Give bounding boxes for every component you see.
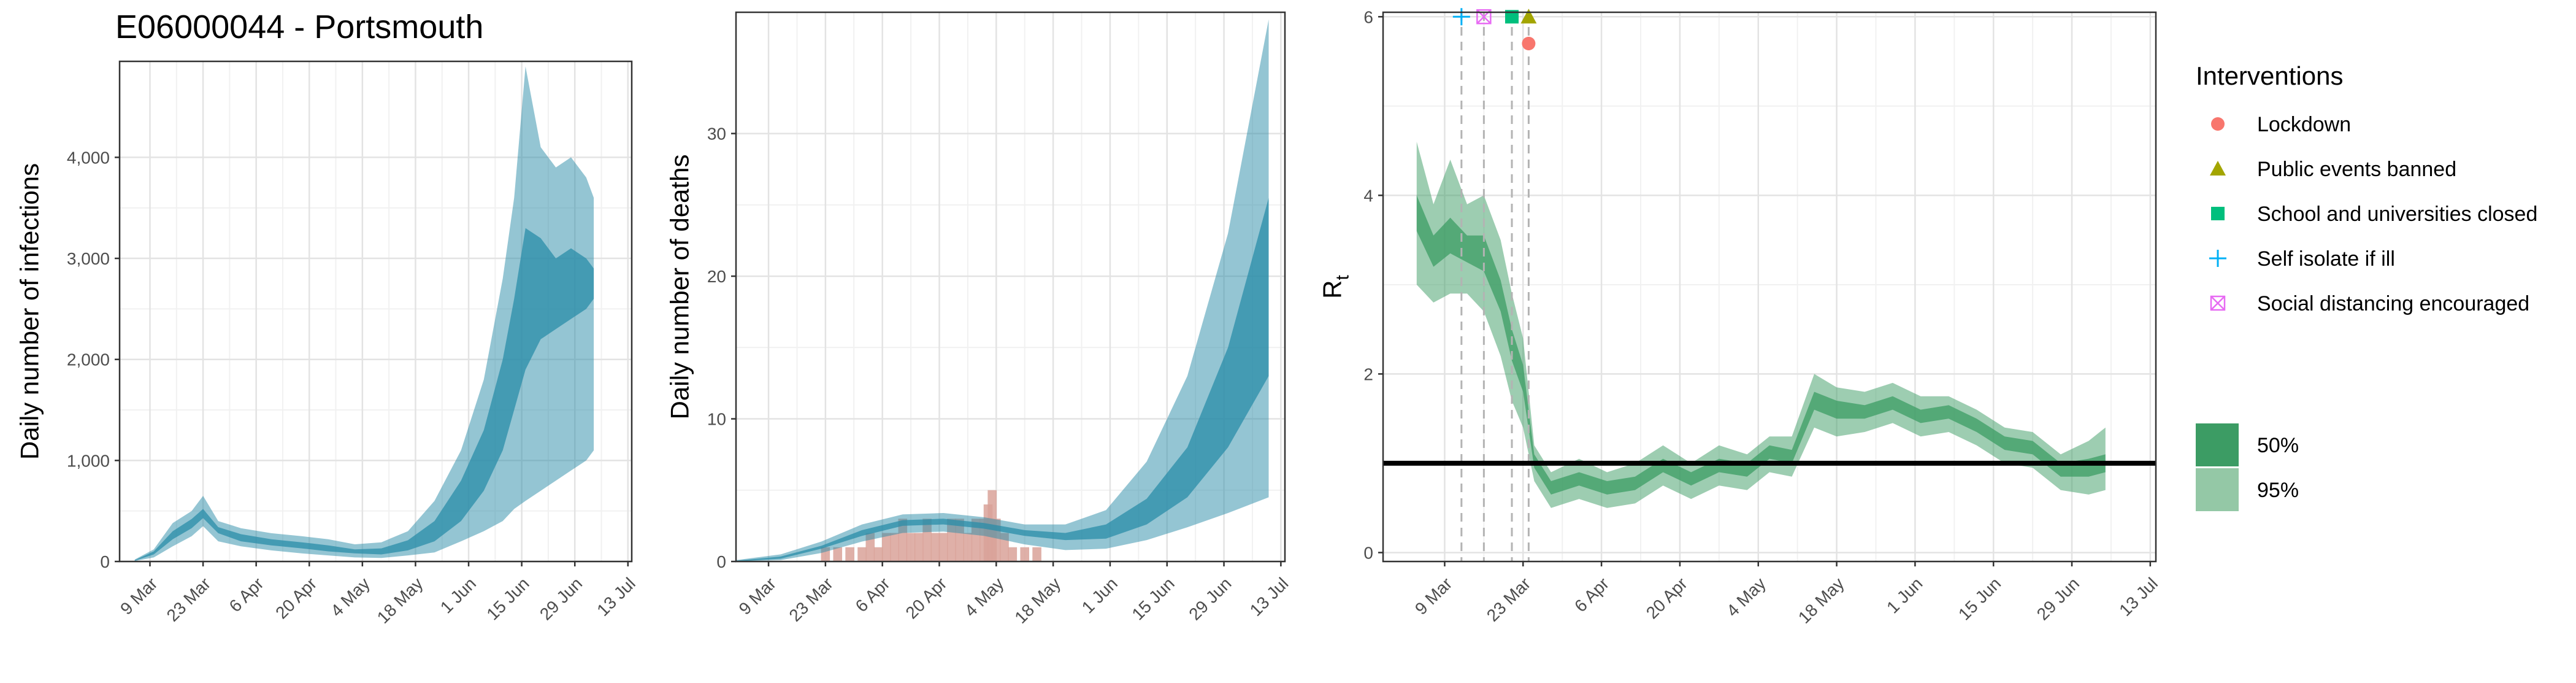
plot-title: E06000044 - Portsmouth <box>115 9 483 45</box>
legend-band-label: 50% <box>2257 434 2299 457</box>
observed-deaths-bar <box>1032 547 1041 561</box>
legend-title: Interventions <box>2196 61 2343 90</box>
plot-border <box>735 11 1286 563</box>
y-axis-title-text: R <box>1318 280 1347 299</box>
plot-border <box>1382 11 2157 563</box>
y-tick-label: 6 <box>1363 7 1373 26</box>
legend: Interventions Lockdown Public events banne… <box>2196 61 2537 511</box>
y-axis-title-text: Daily number of infections <box>15 163 44 460</box>
plot-border <box>118 60 633 563</box>
y-tick-label: 0 <box>716 552 726 571</box>
ci-50-band <box>134 228 594 561</box>
y-tick-label: 0 <box>1363 543 1373 562</box>
observed-deaths-bar <box>882 533 891 561</box>
observed-deaths-bar <box>1020 547 1029 561</box>
intervention-marker <box>1520 9 1537 24</box>
y-tick-label: 3,000 <box>67 249 110 268</box>
y-tick-label: 1,000 <box>67 451 110 470</box>
observed-deaths-bar <box>857 547 867 561</box>
observed-deaths-bar <box>914 533 924 561</box>
y-tick-label: 0 <box>100 552 110 571</box>
y-tick-label: 2,000 <box>67 350 110 369</box>
y-axis-title: Daily number of infections <box>15 163 44 460</box>
legend-label: Self isolate if ill <box>2257 247 2395 271</box>
y-tick-label: 4,000 <box>67 148 110 167</box>
observed-deaths-bar <box>930 533 940 561</box>
observed-deaths-bar <box>833 547 843 561</box>
legend-label: School and universities closed <box>2257 203 2537 226</box>
observed-deaths-bar <box>845 547 854 561</box>
legend-key-triangle <box>2210 161 2226 176</box>
y-axis-title: Daily number of deaths <box>665 155 694 420</box>
y-tick-label: 2 <box>1363 365 1373 384</box>
intervention-marker <box>1522 36 1536 50</box>
intervention-marker <box>1505 10 1519 24</box>
observed-deaths-bar <box>1008 547 1018 561</box>
y-axis-title: Rt <box>1318 275 1353 299</box>
y-tick-label: 20 <box>707 267 726 286</box>
intervention-marker <box>1452 8 1470 26</box>
legend-band-label: 95% <box>2257 479 2299 502</box>
legend-label: Lockdown <box>2257 113 2351 136</box>
legend-band-swatch <box>2196 423 2239 466</box>
y-axis-title-text: Daily number of deaths <box>665 155 694 420</box>
ci-95-band <box>134 66 594 561</box>
ci-95-band <box>736 19 1269 562</box>
ci-50-band <box>1416 195 2106 495</box>
y-tick-label: 10 <box>707 410 726 429</box>
legend-label: Social distancing encouraged <box>2257 292 2529 315</box>
observed-deaths-bar <box>906 533 916 561</box>
y-tick-label: 4 <box>1363 186 1373 205</box>
legend-key-plus <box>2209 250 2226 267</box>
observed-deaths-bar <box>873 547 883 561</box>
legend-band-swatch <box>2196 468 2239 511</box>
observed-deaths-bar <box>938 533 948 561</box>
observed-deaths-bar <box>963 533 973 561</box>
observed-deaths-bar <box>890 533 899 561</box>
legend-key-square <box>2211 207 2225 220</box>
y-axis-title-subscript: t <box>1333 275 1353 280</box>
y-tick-label: 30 <box>707 125 726 144</box>
legend-key-circle <box>2211 117 2225 131</box>
legend-key-boxcross <box>2210 295 2226 311</box>
legend-label: Public events banned <box>2257 158 2456 181</box>
